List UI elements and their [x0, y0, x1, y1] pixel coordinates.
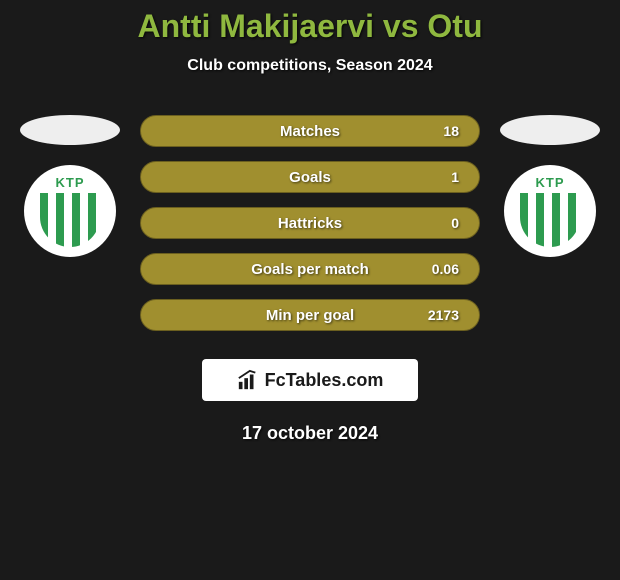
stat-label: Matches: [280, 123, 340, 140]
stat-value: 0: [451, 215, 459, 231]
stat-bar-hattricks: Hattricks 0: [140, 207, 480, 239]
stats-column: Matches 18 Goals 1 Hattricks 0 Goals per…: [140, 115, 480, 331]
club-badge-inner: KTP: [512, 173, 588, 249]
club-badge-inner: KTP: [32, 173, 108, 249]
page-title: Antti Makijaervi vs Otu: [0, 8, 620, 45]
bar-chart-icon: [237, 369, 259, 391]
club-badge-right: KTP: [504, 165, 596, 257]
branding-text: FcTables.com: [265, 370, 384, 391]
avatar-placeholder-left: [20, 115, 120, 145]
stat-label: Min per goal: [266, 307, 354, 324]
stat-value: 0.06: [432, 261, 459, 277]
stat-value: 1: [451, 169, 459, 185]
content-row: KTP Matches 18 Goals 1 Hattricks 0 Goals…: [0, 115, 620, 331]
stat-label: Goals per match: [251, 261, 369, 278]
club-code-left: KTP: [56, 175, 85, 190]
stat-bar-goals-per-match: Goals per match 0.06: [140, 253, 480, 285]
stat-value: 2173: [428, 307, 459, 323]
stat-bar-matches: Matches 18: [140, 115, 480, 147]
club-badge-left: KTP: [24, 165, 116, 257]
player-right: KTP: [500, 115, 600, 257]
shield-stripes-icon: [40, 193, 100, 247]
avatar-placeholder-right: [500, 115, 600, 145]
club-code-right: KTP: [536, 175, 565, 190]
shield-stripes-icon: [520, 193, 580, 247]
stat-label: Goals: [289, 169, 331, 186]
player-left: KTP: [20, 115, 120, 257]
comparison-card: Antti Makijaervi vs Otu Club competition…: [0, 0, 620, 444]
branding-badge[interactable]: FcTables.com: [202, 359, 418, 401]
stat-bar-goals: Goals 1: [140, 161, 480, 193]
stat-label: Hattricks: [278, 215, 342, 232]
stat-bar-min-per-goal: Min per goal 2173: [140, 299, 480, 331]
subtitle: Club competitions, Season 2024: [0, 57, 620, 75]
date-text: 17 october 2024: [0, 423, 620, 444]
stat-value: 18: [443, 123, 459, 139]
